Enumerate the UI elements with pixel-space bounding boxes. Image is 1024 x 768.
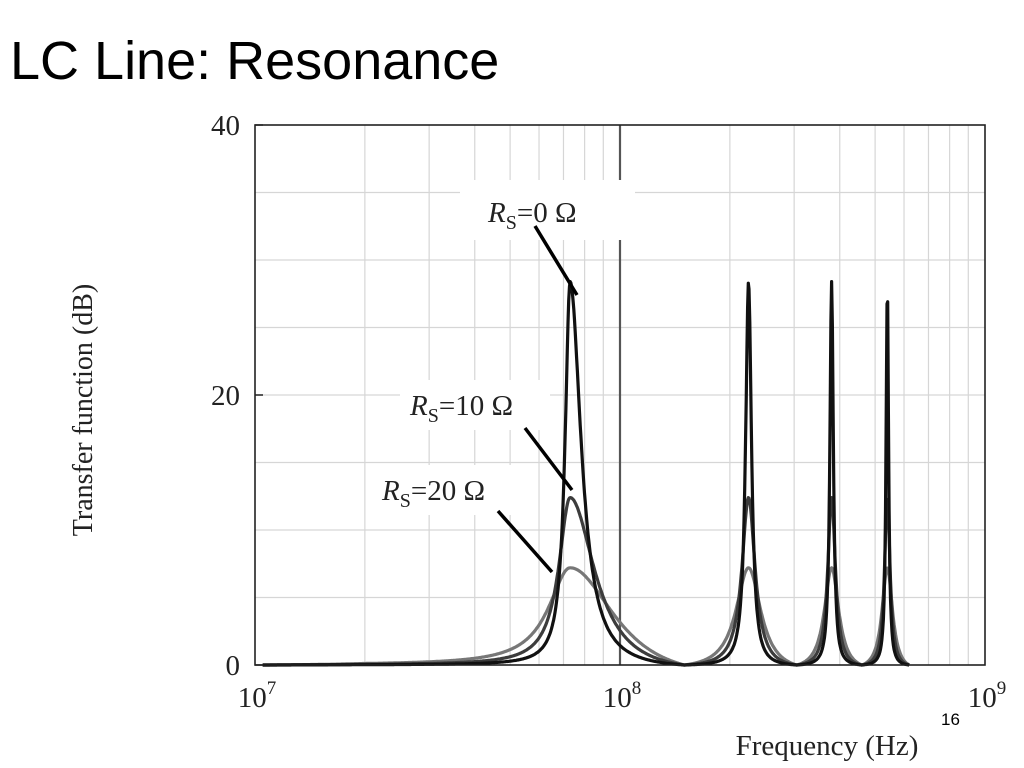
callout-background bbox=[400, 380, 550, 430]
y-axis-label: Transfer function (dB) bbox=[68, 284, 99, 536]
slide-title: LC Line: Resonance bbox=[10, 31, 500, 91]
y-tick-label: 20 bbox=[211, 380, 240, 412]
series-line-rs-0 bbox=[261, 280, 911, 667]
callout-background bbox=[460, 180, 635, 240]
series-label-rs-20: RS=20 Ω bbox=[381, 475, 485, 512]
callout-leader-line bbox=[533, 225, 579, 296]
series-label-rs-10: RS=10 Ω bbox=[409, 390, 513, 427]
callout-background bbox=[372, 465, 522, 515]
x-axis-label: Frequency (Hz) bbox=[736, 730, 919, 762]
series-label-rs-0: RS=0 Ω bbox=[487, 197, 577, 234]
callout-leader-line bbox=[496, 509, 554, 574]
callout-leader-line bbox=[523, 426, 574, 492]
slide-number: 16 bbox=[941, 710, 960, 729]
x-tick-label: 107 bbox=[238, 678, 277, 714]
series-line-rs-20 bbox=[261, 566, 911, 667]
chart-series bbox=[261, 280, 911, 667]
y-tick-label: 40 bbox=[211, 110, 240, 142]
series-callouts: RS=0 Ω RS=10 Ω RS=20 Ω bbox=[372, 180, 635, 574]
x-tick-label: 109 bbox=[968, 678, 1007, 714]
y-tick-label: 0 bbox=[226, 650, 241, 682]
x-tick-label: 108 bbox=[603, 678, 642, 714]
